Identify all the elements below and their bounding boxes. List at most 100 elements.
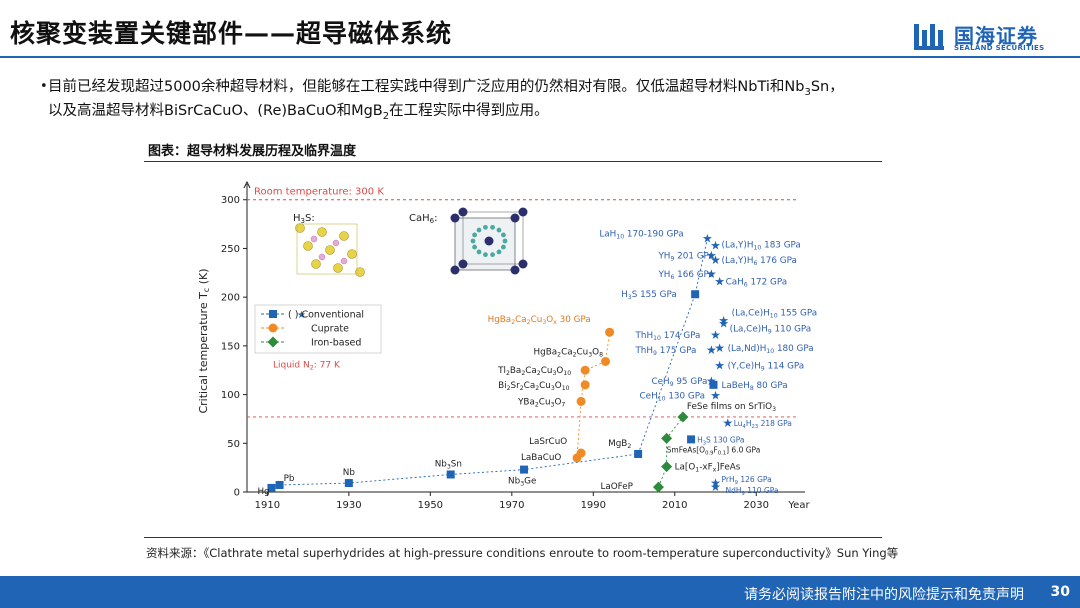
cah6-cell-back: [462, 211, 524, 265]
data-label: (La,Y)H10 183 GPa: [722, 241, 801, 252]
cah6-ca-atom: [450, 265, 460, 275]
hydride-point: ★: [710, 480, 721, 494]
data-label: (La,Ce)H9 110 GPa: [730, 324, 812, 335]
x-tick-label: 1950: [418, 500, 443, 511]
data-label: Lu4H23 218 GPa: [734, 419, 792, 430]
iron-trend-line: [658, 416, 684, 488]
data-label: CeH9 95 GPa: [651, 377, 707, 388]
bullet-line2-b: 在工程实际中得到应用。: [389, 102, 549, 119]
figure-caption: 图表：超导材料发展历程及临界温度: [148, 144, 357, 159]
cah6-h-atom: [496, 227, 502, 233]
cah6-ca-atom: [458, 207, 468, 217]
cuprate-trend-line: [576, 332, 611, 458]
data-label: ThH10 174 GPa: [635, 331, 701, 342]
iron-point: [677, 411, 689, 423]
cuprate-point: [580, 365, 590, 375]
cah6-h-atom: [501, 244, 506, 250]
data-label: HgBa2Ca2Cu3O8: [534, 347, 604, 358]
superconductor-chart: 1910 1930 1950 1970 1990 2010 2030 0 50 100 150 200…: [197, 180, 817, 511]
hydride-point: ★: [714, 275, 725, 289]
x-tick-label: 1970: [499, 500, 524, 511]
inset-h3s-label: H3S:: [293, 213, 315, 225]
conventional-point: [709, 380, 718, 389]
cah6-structure-icon: [450, 207, 528, 275]
brand-name-en: SEALAND SECURITIES: [954, 44, 1045, 52]
cah6-h-atom: [472, 232, 477, 238]
data-label: LaH10 170-190 GPa: [599, 230, 683, 241]
data-label: LaBaCuO: [521, 453, 561, 463]
figure-bottom-rule: [144, 537, 882, 538]
data-label: CaH6 172 GPa: [726, 278, 788, 289]
y-tick-label: 100: [221, 390, 240, 401]
data-label: Nb3Ge: [508, 477, 536, 488]
hydride-point: ★: [706, 343, 717, 357]
y-axis-label: Critical temperature Tc (K): [197, 268, 211, 413]
hydride-point: ★: [706, 267, 717, 281]
conventional-point: [275, 480, 284, 489]
h3s-cell: [296, 223, 358, 275]
y-tick-label: 250: [221, 244, 240, 255]
legend: ★: [254, 304, 382, 354]
bullet-line2-a: 以及高温超导材料BiSrCaCuO、(Re)BaCuO和MgB: [48, 102, 383, 119]
bullet-line1-a: 目前已经发现超过5000余种超导材料，但能够在工程实践中得到广泛应用的仍然相对有…: [48, 79, 805, 95]
h3s-atom: [325, 245, 335, 255]
data-label: H3S 130 GPa: [697, 435, 744, 446]
data-label: LaBeH8 80 GPa: [721, 381, 787, 392]
h3s-h-atom: [340, 257, 348, 265]
hydride-point: ★: [702, 232, 713, 246]
h3s-atom: [303, 241, 313, 251]
hydride-point: ★: [710, 328, 721, 342]
data-label: La[O1-xFx]FeAs: [675, 463, 741, 474]
cah6-h-atom: [472, 244, 477, 250]
page-number: 30: [1050, 584, 1070, 600]
data-label: (La,Y)H6 176 GPa: [722, 256, 797, 267]
conventional-point: [446, 470, 455, 479]
legend-cuprate-marker: [268, 323, 278, 333]
x-tick-label: 2030: [744, 500, 769, 511]
legend-iron-label: Iron-based: [311, 338, 361, 349]
data-label: YBa2Cu3O7: [517, 397, 565, 408]
data-label: YH9 201 GPa: [657, 251, 713, 262]
bullet-line1-sub: 3: [804, 86, 811, 98]
h3s-atom: [355, 267, 365, 277]
data-label: ThH9 175 GPa: [634, 346, 696, 357]
data-label: CeH10 130 GPa: [640, 392, 706, 403]
footer-disclaimer: 请务必阅读报告附注中的风险提示和免责声明: [744, 587, 1024, 603]
cah6-h-atom: [490, 224, 495, 230]
cuprate-point: [605, 327, 615, 337]
data-label: (Y,Ce)H9 114 GPa: [728, 361, 805, 372]
figure-top-rule: [144, 161, 882, 162]
data-label: NdH9 110 GPa: [726, 486, 779, 497]
cah6-h-atom: [470, 238, 476, 244]
brand-mark-icon: [914, 24, 944, 50]
legend-conventional-label: ( ) Conventional: [288, 310, 364, 321]
data-label: MgB2: [608, 439, 631, 450]
hydride-point: ★: [722, 416, 733, 430]
h3s-atom: [317, 227, 327, 237]
cuprate-point: [601, 356, 611, 366]
h3s-atom: [333, 263, 343, 273]
legend-conventional-marker: [269, 310, 277, 318]
title-divider: [0, 56, 1080, 58]
conventional-trend-line: [271, 238, 708, 489]
data-label: (La,Ce)H10 155 GPa: [732, 309, 817, 320]
cuprate-point: [576, 448, 586, 458]
conventional-point: [687, 435, 696, 444]
y-tick-label: 0: [234, 488, 240, 499]
cah6-h-atom: [501, 232, 506, 238]
data-label: Pb: [284, 474, 295, 484]
hydride-point: ★: [710, 389, 721, 403]
hydride-point: ★: [714, 341, 725, 355]
h3s-atom: [339, 231, 349, 241]
h3s-atom: [347, 249, 357, 259]
h3s-atom: [311, 259, 321, 269]
x-tick-label: 1930: [336, 500, 361, 511]
hydride-point: ★: [710, 476, 721, 490]
h3s-atom: [295, 223, 305, 233]
cah6-ca-atom: [518, 207, 528, 217]
conventional-point: [344, 479, 353, 488]
hydride-point: ★: [718, 316, 729, 330]
cah6-h-atom: [476, 227, 482, 233]
h3s-h-atom: [318, 253, 326, 261]
legend-star-icon: ★: [297, 310, 306, 321]
